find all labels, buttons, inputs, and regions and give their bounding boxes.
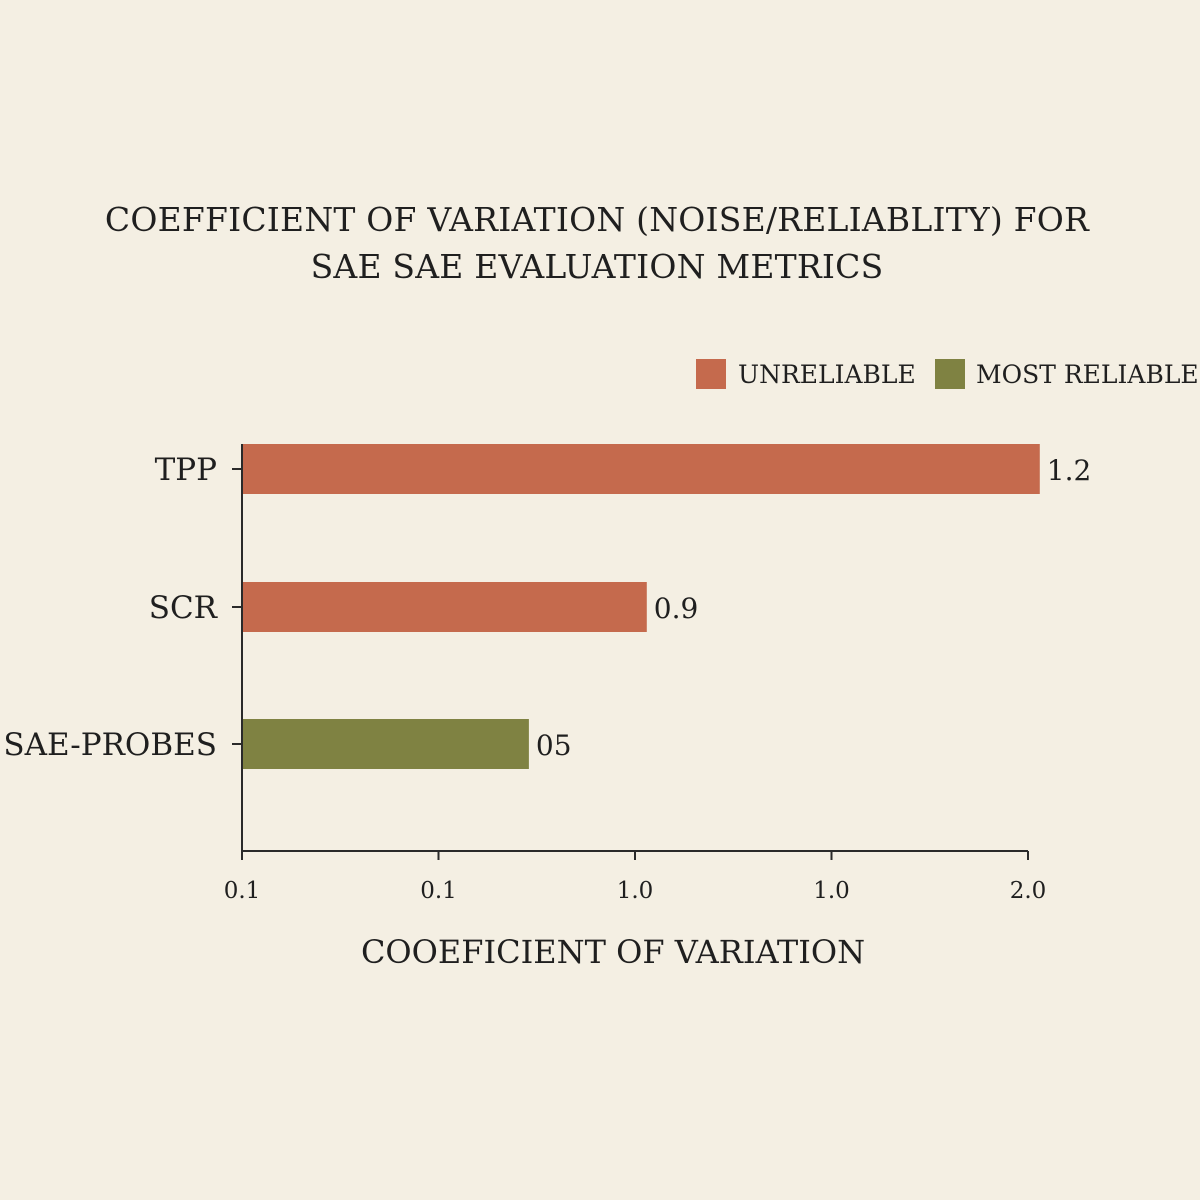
bar-scr: [242, 582, 647, 632]
x-tick-label-4: 2.0: [1010, 878, 1047, 904]
chart-title: COEFFICIENT OF VARIATION (NOISE/RELIABLI…: [0, 196, 1194, 290]
value-label-scr: 0.9: [654, 592, 699, 625]
x-tick-label-0: 0.1: [224, 878, 261, 904]
legend-label-unreliable: UNRELIABLE: [738, 360, 916, 389]
legend-swatch-most-reliable: [935, 359, 965, 389]
chart-title-line-2: SAE SAE EVALUATION METRICS: [310, 247, 884, 286]
value-label-tpp: 1.2: [1047, 454, 1092, 487]
x-tick-label-2: 1.0: [617, 878, 654, 904]
legend-swatch-unreliable: [696, 359, 726, 389]
bar-sae-probes: [242, 719, 529, 769]
legend-label-most-reliable: MOST RELIABLE: [976, 360, 1199, 389]
category-label-sae-probes: SAE-PROBES: [3, 727, 217, 763]
bar-tpp: [242, 444, 1040, 494]
chart-title-line-1: COEFFICIENT OF VARIATION (NOISE/RELIABLI…: [104, 200, 1090, 239]
x-axis-title: COOEFICIENT OF VARIATION: [361, 933, 865, 971]
x-tick-label-1: 0.1: [420, 878, 457, 904]
category-label-scr: SCR: [149, 590, 219, 626]
x-tick-label-3: 1.0: [813, 878, 850, 904]
category-label-tpp: TPP: [155, 452, 217, 488]
value-label-sae-probes: 05: [536, 729, 572, 762]
